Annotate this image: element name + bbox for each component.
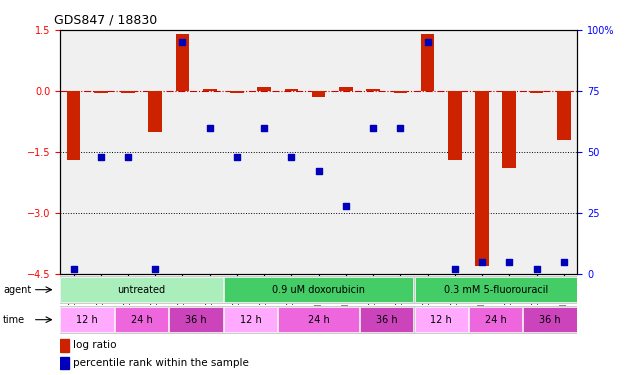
Bar xyxy=(339,87,353,91)
Bar xyxy=(224,307,277,332)
Text: 36 h: 36 h xyxy=(186,315,207,325)
Point xyxy=(123,154,133,160)
Text: agent: agent xyxy=(3,285,32,295)
Bar xyxy=(278,307,359,332)
Text: log ratio: log ratio xyxy=(73,340,116,350)
Bar xyxy=(475,91,489,266)
Text: 36 h: 36 h xyxy=(376,315,398,325)
Point xyxy=(395,124,405,130)
Bar xyxy=(115,307,168,332)
Point xyxy=(341,202,351,208)
Bar xyxy=(94,91,108,93)
Text: 24 h: 24 h xyxy=(308,315,329,325)
Point xyxy=(504,259,514,265)
Point xyxy=(368,124,378,130)
Bar xyxy=(61,307,114,332)
Bar xyxy=(67,91,80,160)
Text: percentile rank within the sample: percentile rank within the sample xyxy=(73,358,249,368)
Point xyxy=(69,266,79,272)
Text: untreated: untreated xyxy=(117,285,166,295)
Point xyxy=(96,154,106,160)
Text: 36 h: 36 h xyxy=(540,315,561,325)
Point xyxy=(204,124,215,130)
Bar xyxy=(203,89,216,91)
Text: 12 h: 12 h xyxy=(430,315,452,325)
Text: 24 h: 24 h xyxy=(485,315,507,325)
Bar xyxy=(360,307,413,332)
Bar xyxy=(415,307,468,332)
Point xyxy=(232,154,242,160)
Point xyxy=(177,39,187,45)
Bar xyxy=(469,307,522,332)
Bar xyxy=(557,91,570,140)
Bar xyxy=(367,89,380,91)
Bar xyxy=(224,277,413,302)
Bar xyxy=(60,357,69,369)
Bar xyxy=(502,91,516,168)
Point xyxy=(531,266,541,272)
Text: 24 h: 24 h xyxy=(131,315,153,325)
Point xyxy=(558,259,569,265)
Text: 0.9 uM doxorubicin: 0.9 uM doxorubicin xyxy=(272,285,365,295)
Bar xyxy=(415,277,577,302)
Bar xyxy=(285,89,298,91)
Text: 0.3 mM 5-fluorouracil: 0.3 mM 5-fluorouracil xyxy=(444,285,548,295)
Text: time: time xyxy=(3,315,25,325)
Bar xyxy=(421,34,434,91)
Point xyxy=(450,266,460,272)
Bar xyxy=(394,91,407,93)
Point xyxy=(477,259,487,265)
Point xyxy=(259,124,269,130)
Bar xyxy=(312,91,326,97)
Text: 12 h: 12 h xyxy=(76,315,98,325)
Bar xyxy=(121,91,135,93)
Point xyxy=(314,168,324,174)
Bar xyxy=(148,91,162,132)
Bar xyxy=(60,339,69,352)
Bar xyxy=(230,91,244,93)
Bar xyxy=(448,91,462,160)
Bar xyxy=(169,307,223,332)
Bar xyxy=(175,34,189,91)
Text: GDS847 / 18830: GDS847 / 18830 xyxy=(54,13,157,26)
Bar xyxy=(524,307,577,332)
Point xyxy=(286,154,297,160)
Bar xyxy=(529,91,543,93)
Bar xyxy=(257,87,271,91)
Bar xyxy=(61,277,223,302)
Text: 12 h: 12 h xyxy=(240,315,261,325)
Point xyxy=(150,266,160,272)
Point xyxy=(423,39,433,45)
